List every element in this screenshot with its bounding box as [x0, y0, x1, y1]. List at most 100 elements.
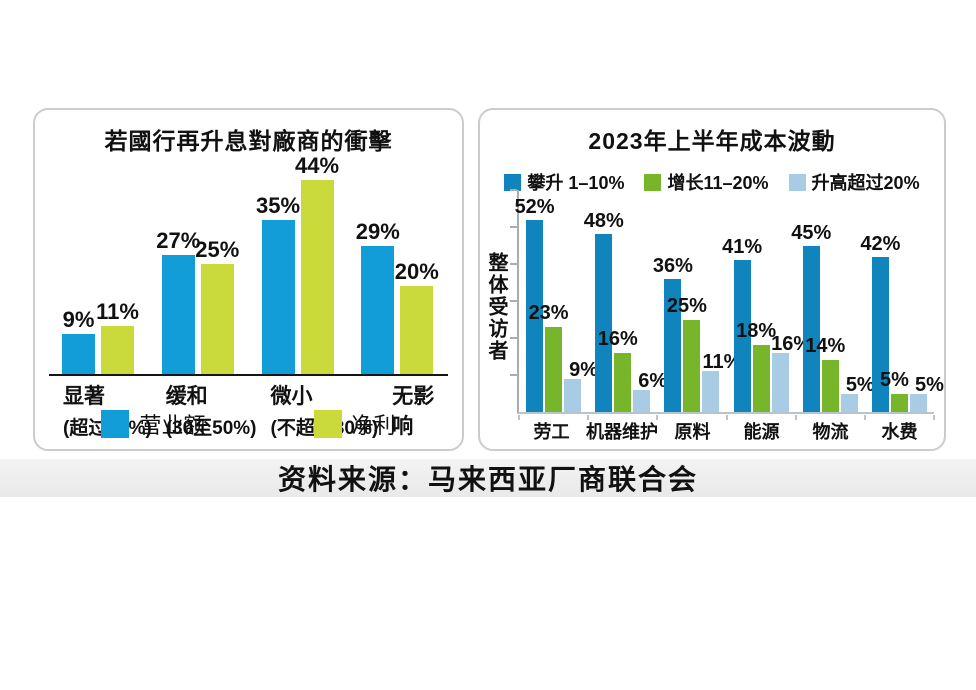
left-chart-title: 若國行再升息對廠商的衝擊 — [104, 128, 393, 154]
bar-value-label: 23% — [528, 301, 569, 324]
bar: 11% — [702, 352, 741, 412]
left-chart-x-axis — [49, 374, 448, 376]
bar: 42% — [860, 234, 900, 412]
bar: 5% — [880, 370, 909, 412]
right-chart-plot-area: 52% 23% 9% 48% 16% 6% 36% 25% 11% 41% 18% 16% 45% 14%… — [510, 189, 944, 420]
bar-value-label: 52% — [514, 195, 555, 218]
bar: 9% — [62, 309, 95, 374]
legend-swatch — [101, 410, 130, 438]
bar-value-label: 41% — [722, 236, 763, 259]
bar: 25% — [667, 296, 707, 412]
x-axis-tick — [725, 415, 728, 420]
bar: 16% — [598, 329, 638, 412]
left-chart-legend: 营业额 净利 — [35, 408, 462, 440]
bar-group: 52% 23% 9% — [515, 190, 598, 412]
y-axis-tick — [510, 263, 517, 265]
bar: 44% — [295, 155, 339, 374]
bar-value-label: 42% — [860, 232, 901, 255]
bar-group: 27% 25% — [149, 156, 249, 374]
bar-group: 29% 20% — [348, 156, 448, 374]
bar-group: 42% 5% 5% — [860, 190, 944, 412]
legend-item: 净利 — [313, 408, 396, 440]
bar-value-label: 20% — [394, 259, 439, 284]
right-chart-x-axis — [517, 412, 934, 414]
bar-value-label: 5% — [845, 373, 875, 396]
category-label-line1: 微小 — [270, 385, 313, 408]
legend-item: 攀升 1–10% — [504, 169, 624, 195]
x-axis-tick — [794, 415, 797, 420]
legend-swatch — [504, 173, 522, 191]
category-label-line1: 无影响 — [392, 385, 435, 438]
bar-value-label: 11% — [702, 351, 742, 374]
legend-item: 营业额 — [101, 408, 206, 440]
x-axis-tick — [656, 415, 659, 420]
bar: 20% — [395, 261, 439, 374]
x-axis-tick — [863, 415, 866, 420]
bar: 5% — [909, 375, 944, 412]
bar-group: 9% 11% — [49, 156, 149, 374]
bar: 52% — [515, 197, 555, 412]
category-label-line1: 显著 — [63, 385, 105, 408]
bar: 5% — [840, 375, 875, 412]
bar: 23% — [529, 303, 569, 412]
x-axis-tick — [933, 415, 935, 420]
bar: 6% — [633, 371, 667, 412]
category-label-line1: 缓和 — [165, 385, 208, 408]
legend-item: 增长11–20% — [644, 169, 769, 195]
category-label: 原料 — [674, 422, 711, 442]
category-label: 能源 — [743, 422, 780, 442]
bar-group: 36% 25% 11% — [653, 190, 741, 412]
bar: 45% — [791, 223, 831, 412]
bar: 9% — [564, 360, 598, 412]
left-chart-panel: 若國行再升息對廠商的衝擊 9%11%27%25%35%44%29%20% 显著(… — [33, 108, 464, 451]
y-axis-tick — [510, 374, 517, 376]
bar-value-label: 48% — [583, 210, 624, 233]
right-chart-category-labels: 劳工 机器维护 原料 能源 物流 水费 — [517, 418, 934, 444]
source-text: 资料来源：马来西亚厂商联合会 — [277, 464, 698, 495]
right-chart-y-axis-label: 整体受访者 — [485, 252, 507, 362]
bar: 35% — [256, 195, 300, 374]
category-label: 缓和 (30至50%) — [152, 380, 257, 440]
bar: 36% — [653, 256, 693, 412]
bar: 14% — [805, 336, 845, 412]
legend-label: 升高超过20% — [811, 173, 920, 193]
category-label: 无影响 — [378, 380, 448, 440]
source-band: 资料来源：马来西亚厂商联合会 — [0, 459, 976, 497]
bar: 16% — [771, 334, 811, 412]
bar-value-label: 11% — [96, 298, 139, 324]
bar-value-label: 16% — [771, 332, 812, 355]
y-axis-tick — [510, 189, 517, 191]
legend-swatch — [644, 173, 662, 191]
right-chart-bars: 52% 23% 9% 48% 16% 6% 36% 25% 11% 41% 18% 16% 45% 14%… — [515, 190, 944, 412]
category-label: 水费 — [881, 422, 918, 442]
bar-value-label: 5% — [914, 373, 944, 396]
bar-value-label: 5% — [879, 368, 909, 391]
bar-value-label: 25% — [195, 237, 240, 262]
category-label: 物流 — [812, 422, 849, 442]
bar-value-label: 9% — [62, 307, 95, 333]
x-axis-tick — [587, 415, 590, 420]
right-chart-legend: 攀升 1–10% 增长11–20% 升高超过20% — [480, 169, 944, 195]
category-label: 机器维护 — [586, 422, 658, 442]
left-chart-bars: 9% 11% 27% 25% 35% 44% 29% 20% — [49, 155, 448, 374]
bar: 18% — [736, 321, 776, 412]
bar-value-label: 45% — [791, 221, 832, 244]
x-axis-tick — [518, 415, 520, 420]
bar: 25% — [195, 239, 239, 374]
bar-value-label: 36% — [652, 254, 693, 277]
category-label-line2: (30至50%) — [165, 418, 257, 439]
y-axis-tick — [510, 226, 517, 228]
legend-swatch — [788, 173, 806, 191]
bar-group: 41% 18% 16% — [722, 190, 811, 412]
bar-group: 35% 44% — [249, 155, 349, 374]
bar: 27% — [156, 230, 200, 374]
right-chart-panel: 2023年上半年成本波動 攀升 1–10% 增长11–20% 升高超过20% 整体受… — [478, 108, 946, 451]
legend-label: 净利 — [351, 414, 396, 439]
legend-swatch — [313, 410, 342, 438]
bar-value-label: 29% — [355, 219, 400, 245]
bar-value-label: 16% — [597, 327, 638, 350]
category-label: 劳工 — [533, 422, 570, 442]
bar-group: 45% 14% 5% — [791, 190, 875, 412]
legend-label: 营业额 — [139, 414, 206, 439]
